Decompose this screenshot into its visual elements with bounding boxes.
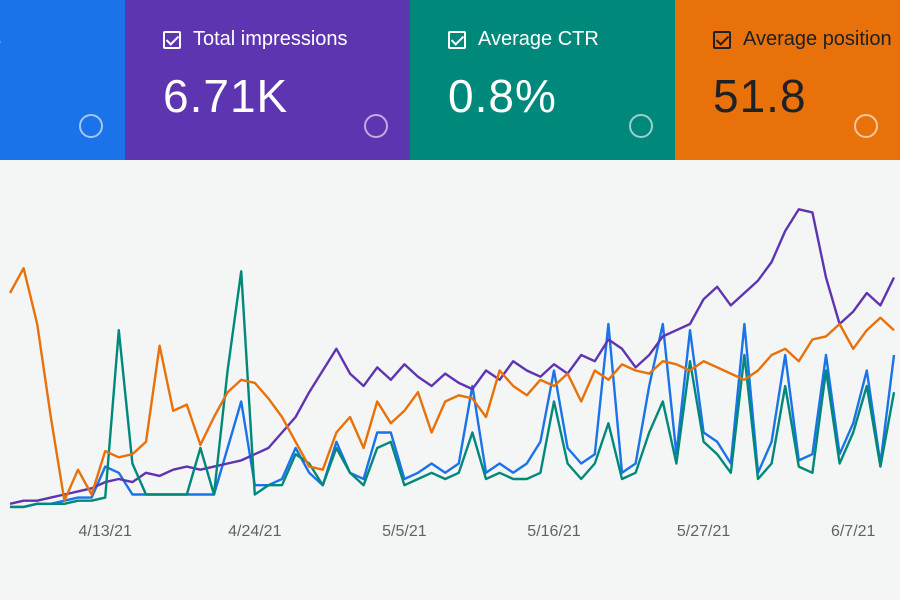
card-title: Average position: [743, 28, 892, 50]
series-line: [10, 270, 896, 509]
metric-card[interactable]: Average CTR 0.8%: [410, 0, 675, 160]
card-value: 51.8: [713, 70, 807, 122]
x-tick-label: 5/5/21: [382, 523, 427, 540]
checkbox[interactable]: [163, 30, 181, 49]
performance-chart: 4/13/21 4/24/21 5/5/21 5/16/21 5/27/21 6/7/21: [0, 160, 900, 600]
series-line: [8, 267, 895, 502]
card-title-row: Average position: [713, 28, 900, 51]
x-tick-label: 5/27/21: [677, 523, 730, 540]
checkbox[interactable]: [448, 30, 466, 49]
checkbox[interactable]: [713, 30, 731, 49]
x-tick-label: 5/16/21: [527, 523, 580, 540]
x-tick-label: 6/7/21: [831, 523, 876, 540]
help-icon[interactable]: [364, 114, 388, 138]
card-title-row: Total impressions: [163, 28, 410, 51]
help-icon[interactable]: [854, 114, 878, 138]
card-value: 0.8%: [448, 70, 557, 122]
card-title: s: [0, 28, 1, 51]
help-icon[interactable]: [629, 114, 653, 138]
x-tick-label: 4/24/21: [228, 523, 281, 540]
card-title-row: s: [0, 28, 1, 51]
metric-card[interactable]: Total impressions 6.71K: [125, 0, 410, 160]
metric-card[interactable]: s: [0, 0, 125, 160]
metric-card[interactable]: Average position 51.8: [675, 0, 900, 160]
x-tick-label: 4/13/21: [79, 523, 132, 540]
card-title: Total impressions: [193, 28, 348, 50]
card-title: Average CTR: [478, 28, 599, 50]
card-value: 6.71K: [163, 70, 289, 122]
card-title-row: Average CTR: [448, 28, 675, 51]
chart-background: [0, 160, 900, 600]
series-line: [9, 208, 896, 505]
help-icon[interactable]: [79, 114, 103, 138]
